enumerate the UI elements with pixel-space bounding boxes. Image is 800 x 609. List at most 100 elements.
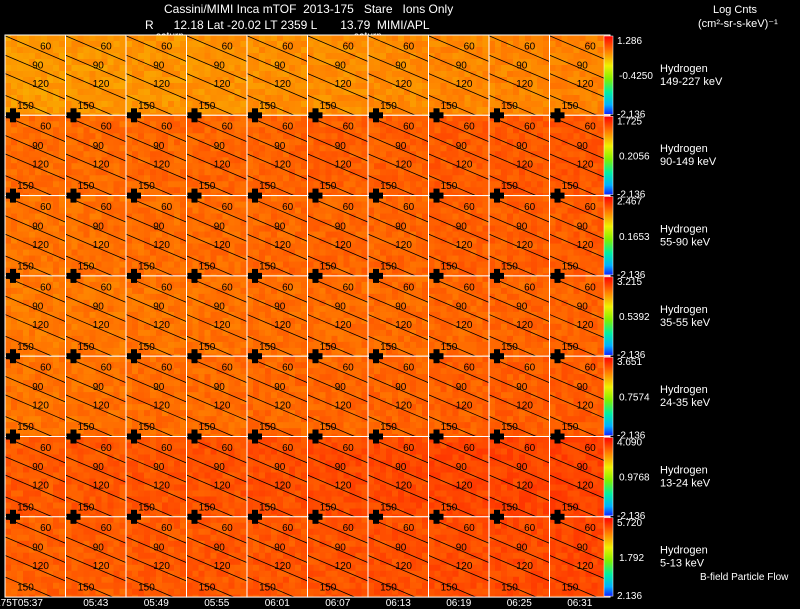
- contour-label: 120: [395, 400, 412, 411]
- contour-label: 150: [138, 181, 155, 192]
- time-label: 05:43: [83, 598, 108, 609]
- image-tile: 60 90 120 150: [4, 34, 66, 122]
- image-tile: 60 90 120 150: [307, 34, 369, 122]
- image-tile: 60 90 120 150: [125, 429, 187, 523]
- image-tile: 60 90 120 150: [186, 108, 248, 202]
- contour-label: 60: [403, 282, 415, 293]
- image-tile: 60 90 120 150: [367, 34, 429, 122]
- contour-label: 90: [214, 141, 226, 152]
- contour-label: 60: [403, 122, 415, 133]
- contour-label: 150: [138, 422, 155, 433]
- contour-label: 150: [138, 342, 155, 353]
- contour-label: 60: [282, 122, 294, 133]
- color-scale-bar: [603, 517, 614, 597]
- contour-label: 90: [274, 382, 286, 393]
- image-tile: 60 90 120 150: [428, 509, 490, 604]
- scale-max-label: 3.215: [617, 277, 642, 288]
- image-tile: 60 90 120 150: [186, 268, 248, 363]
- contour-label: 150: [562, 583, 579, 594]
- contour-label: 150: [380, 181, 397, 192]
- contour-label: 60: [222, 122, 234, 133]
- image-tile: 60 90 120 150: [307, 108, 369, 202]
- contour-label: 150: [562, 261, 579, 272]
- contour-label: 90: [32, 302, 44, 313]
- contour-label: 120: [93, 79, 110, 90]
- image-tile: 60 90 120 150: [186, 34, 248, 122]
- contour-label: 60: [40, 523, 52, 534]
- contour-label: 90: [274, 221, 286, 232]
- image-tile: 60 90 120 150: [4, 188, 66, 282]
- color-scale-bar: [603, 116, 614, 195]
- image-tile: 60 90 120 150: [488, 188, 550, 282]
- time-label: 05:49: [144, 598, 169, 609]
- contour-label: 60: [161, 122, 173, 133]
- contour-label: 150: [199, 502, 216, 513]
- contour-label: 90: [93, 302, 105, 313]
- contour-label: 150: [259, 583, 276, 594]
- image-tile: 60 90 120 150: [307, 429, 369, 523]
- contour-label: 150: [501, 101, 518, 112]
- contour-label: 120: [456, 159, 473, 170]
- contour-label: 60: [222, 41, 234, 52]
- contour-label: 150: [441, 422, 458, 433]
- contour-label: 120: [577, 481, 594, 492]
- contour-label: 150: [259, 502, 276, 513]
- image-tile: 60 90 120 150: [65, 349, 127, 443]
- contour-label: 120: [335, 400, 352, 411]
- contour-label: 150: [380, 261, 397, 272]
- contour-label: 150: [17, 101, 34, 112]
- contour-label: 120: [577, 561, 594, 572]
- contour-label: 150: [17, 261, 34, 272]
- contour-label: 90: [153, 302, 165, 313]
- image-tile: 60 90 120 150: [488, 108, 550, 202]
- contour-label: 90: [395, 462, 407, 473]
- contour-label: 60: [524, 443, 536, 454]
- image-tile: 60 90 120 150: [65, 34, 127, 122]
- contour-label: 150: [380, 502, 397, 513]
- contour-label: 120: [274, 159, 291, 170]
- contour-label: 90: [32, 382, 44, 393]
- contour-label: 90: [93, 543, 105, 554]
- contour-label: 60: [161, 282, 173, 293]
- image-tile: 60 90 120 150: [488, 349, 550, 443]
- contour-label: 90: [577, 302, 589, 313]
- contour-label: 150: [78, 502, 95, 513]
- contour-label: 90: [32, 141, 44, 152]
- image-tile: 60 90 120 150: [428, 34, 490, 122]
- contour-label: 150: [78, 583, 95, 594]
- contour-label: 90: [32, 221, 44, 232]
- scale-min-label: -2.136: [617, 511, 646, 522]
- contour-label: 150: [501, 502, 518, 513]
- contour-label: 120: [577, 159, 594, 170]
- contour-label: 120: [456, 481, 473, 492]
- color-scale-bar: [603, 276, 614, 356]
- contour-label: 150: [259, 342, 276, 353]
- contour-label: 90: [577, 61, 589, 72]
- image-tile: 60 90 120 150: [4, 268, 66, 363]
- contour-label: 120: [516, 561, 533, 572]
- contour-label: 90: [214, 462, 226, 473]
- image-tile: 60 90 120 150: [428, 429, 490, 523]
- contour-label: 90: [395, 221, 407, 232]
- contour-label: 60: [524, 41, 536, 52]
- contour-label: 60: [403, 202, 415, 213]
- contour-label: 150: [441, 342, 458, 353]
- time-label: 06:07: [325, 598, 350, 609]
- contour-label: 90: [577, 221, 589, 232]
- contour-label: 90: [516, 61, 528, 72]
- scale-max-label: 1.286: [617, 36, 642, 47]
- contour-label: 60: [40, 122, 52, 133]
- image-tile: 60 90 120 150: [246, 268, 308, 363]
- contour-label: 90: [456, 61, 468, 72]
- energy-range-label: 55-90 keV: [660, 237, 711, 249]
- contour-label: 60: [464, 443, 476, 454]
- contour-label: 150: [441, 502, 458, 513]
- contour-label: 90: [335, 543, 347, 554]
- contour-label: 90: [93, 141, 105, 152]
- contour-label: 90: [516, 462, 528, 473]
- contour-label: 60: [161, 41, 173, 52]
- contour-label: 150: [380, 422, 397, 433]
- image-tile: 60 90 120 150: [549, 188, 611, 282]
- image-tile: 60 90 120 150: [65, 509, 127, 604]
